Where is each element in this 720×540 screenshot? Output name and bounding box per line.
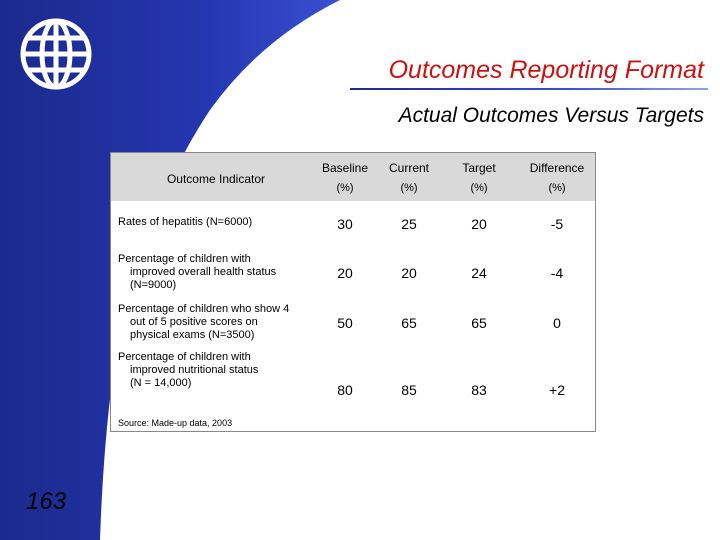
column-unit-baseline: (%) (336, 182, 354, 194)
table-cell-target: 20 (471, 216, 487, 232)
indicator-column-header: Outcome Indicator (166, 172, 266, 186)
column-header-baseline: Baseline (321, 161, 369, 175)
table-cell-baseline: 30 (337, 216, 353, 232)
table-cell-baseline: 20 (337, 265, 353, 281)
table-cell-difference: +2 (549, 382, 565, 398)
slide-subtitle: Actual Outcomes Versus Targets (398, 104, 704, 127)
page-number: 163 (26, 488, 67, 515)
table-cell-target: 24 (471, 265, 487, 281)
column-unit-current: (%) (400, 182, 418, 194)
table-row-label: Percentage of children with improved ove… (118, 253, 277, 291)
table-cell-baseline: 80 (337, 382, 353, 398)
table-cell-difference: -4 (550, 265, 564, 281)
table-cell-baseline: 50 (337, 315, 353, 331)
table-cell-target: 83 (471, 382, 487, 398)
column-unit-difference: (%) (548, 182, 566, 194)
table-cell-difference: 0 (553, 315, 561, 331)
slide-title: Outcomes Reporting Format (388, 56, 704, 84)
table-cell-difference: -5 (550, 216, 564, 232)
source-note: Source: Made-up data, 2003 (118, 418, 233, 428)
table-cell-current: 65 (401, 315, 417, 331)
column-unit-target: (%) (470, 182, 488, 194)
table-header-band (111, 153, 595, 201)
column-header-difference: Difference (529, 161, 585, 175)
table-cell-current: 20 (401, 265, 417, 281)
title-underline (350, 88, 708, 90)
table-cell-target: 65 (471, 315, 487, 331)
table-cell-current: 85 (401, 382, 417, 398)
table-row-label: Rates of hepatitis (N=6000) (118, 216, 253, 228)
column-header-target: Target (462, 161, 496, 175)
table-row-label: Percentage of children with improved nut… (118, 351, 259, 389)
outcomes-table: Outcome Indicator Baseline (%) Current (… (110, 152, 596, 432)
column-header-current: Current (388, 161, 429, 175)
globe-icon (20, 18, 92, 90)
table-cell-current: 25 (401, 216, 417, 232)
table-row-label: Percentage of children who show 4 out of… (118, 303, 290, 341)
